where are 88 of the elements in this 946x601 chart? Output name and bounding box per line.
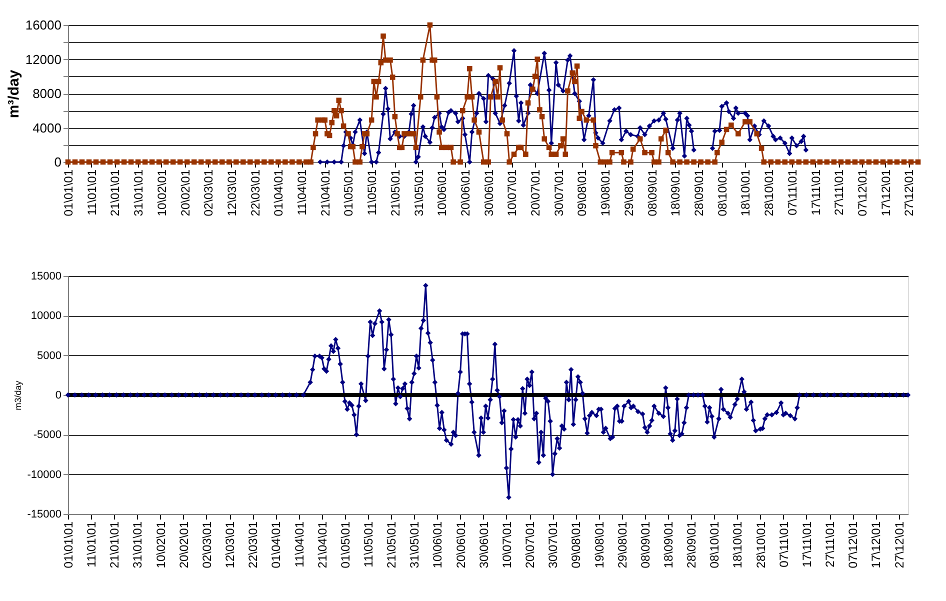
x-tick-label: 21\04\01 [318, 169, 332, 216]
x-tick-label: 07\12\01 [846, 521, 860, 568]
x-tick-label: 20\07\01 [528, 169, 543, 216]
x-tick-label: 19\08\01 [598, 169, 613, 216]
x-tick-label: 01\01\01 [62, 169, 76, 216]
y-tick-label: 0 [55, 390, 62, 402]
x-tick-label: 21\05\01 [388, 169, 402, 216]
x-tick-label: 08\10\01 [715, 169, 730, 216]
x-tick-label: 28\10\01 [762, 169, 776, 216]
x-tick-label: 11\05\01 [365, 169, 380, 216]
y-tick-label: 5000 [37, 350, 62, 362]
y-tick-label: 12000 [25, 52, 62, 67]
y-tick-label: 8000 [32, 86, 62, 101]
x-tick-label: 27\12\01 [902, 169, 916, 216]
x-tick-label: 01\04\01 [272, 169, 286, 216]
y-tick-label: 15000 [30, 270, 62, 282]
x-tick-label: 11\01\01 [84, 521, 99, 568]
y-tick-label: -15000 [27, 508, 62, 520]
x-tick-label: 17\12\01 [869, 521, 884, 568]
x-tick-label: 27\11\01 [823, 521, 838, 568]
x-tick-label: 10\06\01 [430, 521, 445, 568]
x-tick-label: 30\07\01 [546, 521, 560, 568]
x-tick-label: 18\10\01 [738, 169, 753, 216]
x-tick-label: 31\05\01 [412, 169, 426, 216]
x-tick-label: 22\03\01 [246, 521, 260, 568]
x-tick-label: 08\09\01 [645, 169, 660, 216]
x-tick-label: 22\03\01 [248, 169, 262, 216]
y-tick-label: 4000 [32, 120, 62, 136]
x-tick-label: 01\04\01 [269, 521, 284, 568]
x-tick-label: 12\03\01 [224, 169, 239, 216]
x-tick-label: 10\07\01 [505, 169, 520, 216]
x-tick-label: 30\07\01 [552, 169, 566, 216]
x-tick-label: 10\06\01 [435, 169, 450, 216]
y-tick-label: -10000 [27, 468, 62, 481]
x-tick-label: 11\01\01 [84, 169, 99, 216]
x-tick-label: 20\02\01 [178, 169, 192, 216]
x-tick-label: 31\01\01 [132, 169, 146, 216]
x-tick-label: 19\08\01 [592, 521, 606, 568]
x-tick-label: 27\11\01 [832, 169, 846, 216]
x-tick-label: 11\04\01 [292, 521, 306, 568]
x-tick-label: 10\07\01 [500, 521, 514, 568]
x-tick-label: 10\02\01 [154, 521, 168, 568]
x-tick-label: 17\11\01 [800, 521, 814, 568]
x-tick-label: 20\06\01 [458, 169, 472, 216]
y-tick-label: -5000 [33, 429, 62, 442]
x-tick-label: 12\03\01 [223, 521, 238, 568]
x-tick-label: 28\09\01 [692, 169, 706, 216]
x-tick-label: 30\06\01 [476, 521, 491, 568]
x-tick-label: 07\11\01 [776, 521, 791, 568]
x-tick-label: 28\10\01 [754, 521, 768, 568]
x-tick-label: 01\05\01 [342, 169, 356, 216]
x-tick-label: 17\11\01 [808, 169, 823, 216]
x-tick-label: 18\10\01 [730, 521, 745, 568]
x-tick-label: 01\01\01 [62, 521, 76, 568]
x-tick-label: 31\05\01 [408, 521, 422, 568]
x-tick-label: 21\01\01 [108, 521, 122, 568]
x-tick-label: 28\09\01 [684, 521, 699, 568]
x-tick-label: 21\05\01 [384, 521, 399, 568]
x-tick-label: 02\03\01 [202, 169, 216, 216]
x-tick-label: 08\09\01 [638, 521, 652, 568]
x-tick-label: 07\12\01 [855, 169, 870, 216]
x-tick-label: 20\06\01 [454, 521, 468, 568]
x-tick-label: 18\09\01 [662, 521, 676, 568]
x-tick-label: 31\01\01 [130, 521, 145, 568]
x-tick-label: 17\12\01 [878, 169, 893, 216]
x-tick-label: 21\04\01 [315, 521, 330, 568]
x-tick-label: 20\02\01 [176, 521, 191, 568]
x-tick-label: 30\06\01 [482, 169, 496, 216]
y-axis-title: m3/day [13, 380, 24, 410]
x-tick-label: 29\08\01 [622, 169, 636, 216]
x-tick-label: 18\09\01 [668, 169, 683, 216]
x-tick-label: 29\08\01 [615, 521, 630, 568]
y-tick-label: 10000 [30, 310, 62, 322]
x-tick-label: 20\07\01 [523, 521, 538, 568]
x-tick-label: 09\08\01 [575, 169, 590, 216]
y-tick-label: 16000 [25, 18, 62, 32]
x-tick-label: 01\05\01 [338, 521, 352, 568]
x-tick-label: 07\11\01 [785, 169, 800, 216]
x-tick-label: 08\10\01 [708, 521, 722, 568]
x-tick-label: 21\01\01 [108, 169, 122, 216]
y-axis-title: m³/day [5, 69, 22, 118]
x-tick-label: 09\08\01 [569, 521, 584, 568]
x-tick-label: 02\03\01 [200, 521, 214, 568]
x-tick-label: 27\12\01 [892, 521, 906, 568]
x-tick-label: 11\04\01 [295, 169, 310, 216]
y-tick-label: 0 [54, 154, 62, 170]
x-tick-label: 11\05\01 [362, 521, 376, 568]
x-tick-label: 10\02\01 [154, 169, 169, 216]
